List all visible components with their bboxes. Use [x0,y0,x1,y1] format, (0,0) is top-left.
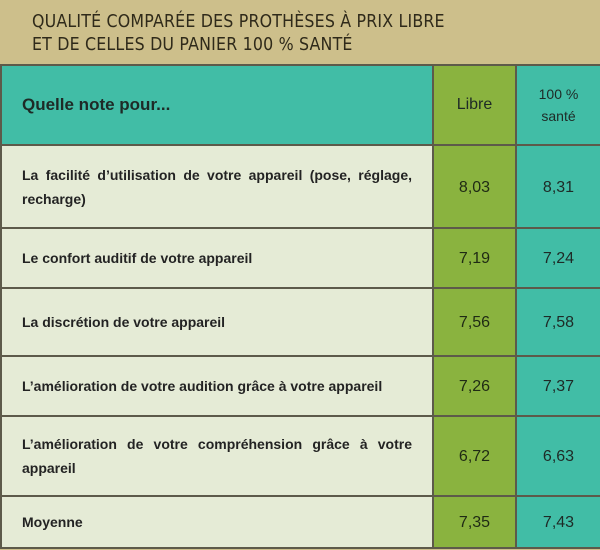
sante-value: 7,24 [515,227,600,289]
libre-value: 7,26 [432,355,517,417]
row-label: La facilité d’utilisation de votre appar… [0,144,434,229]
table-row: La discrétion de votre appareil 7,56 7,5… [0,287,600,357]
row-label: Le confort auditif de votre appareil [0,227,434,289]
header-sante-line1: 100 % [538,86,579,102]
header-sante: 100 % santé [515,64,600,146]
header-sante-line2: santé [541,108,576,124]
table-row-average: Moyenne 7,35 7,43 [0,495,600,549]
row-label: La discrétion de votre appareil [0,287,434,357]
libre-value: 7,35 [432,495,517,549]
libre-value: 7,19 [432,227,517,289]
row-label: Moyenne [0,495,434,549]
libre-value: 6,72 [432,415,517,497]
sante-value: 7,58 [515,287,600,357]
title-line-2: ET DE CELLES DU PANIER 100 % SANTÉ [32,34,353,55]
libre-value: 8,03 [432,144,517,229]
title-line-1: QUALITÉ COMPARÉE DES PROTHÈSES À PRIX LI… [32,11,445,32]
table-row: L’amélioration de votre audition grâce à… [0,355,600,417]
sante-value: 7,37 [515,355,600,417]
table-row: Le confort auditif de votre appareil 7,1… [0,227,600,289]
comparison-table: Quelle note pour... Libre 100 % santé La… [0,64,600,549]
row-label: L’amélioration de votre compréhension gr… [0,415,434,497]
row-label: L’amélioration de votre audition grâce à… [0,355,434,417]
header-row: Quelle note pour... Libre 100 % santé [0,64,600,146]
sante-value: 6,63 [515,415,600,497]
sante-value: 8,31 [515,144,600,229]
libre-value: 7,56 [432,287,517,357]
header-question: Quelle note pour... [0,64,434,146]
header-libre: Libre [432,64,517,146]
table-row: La facilité d’utilisation de votre appar… [0,144,600,229]
sante-value: 7,43 [515,495,600,549]
table-title: QUALITÉ COMPARÉE DES PROTHÈSES À PRIX LI… [32,10,445,56]
table-row: L’amélioration de votre compréhension gr… [0,415,600,497]
